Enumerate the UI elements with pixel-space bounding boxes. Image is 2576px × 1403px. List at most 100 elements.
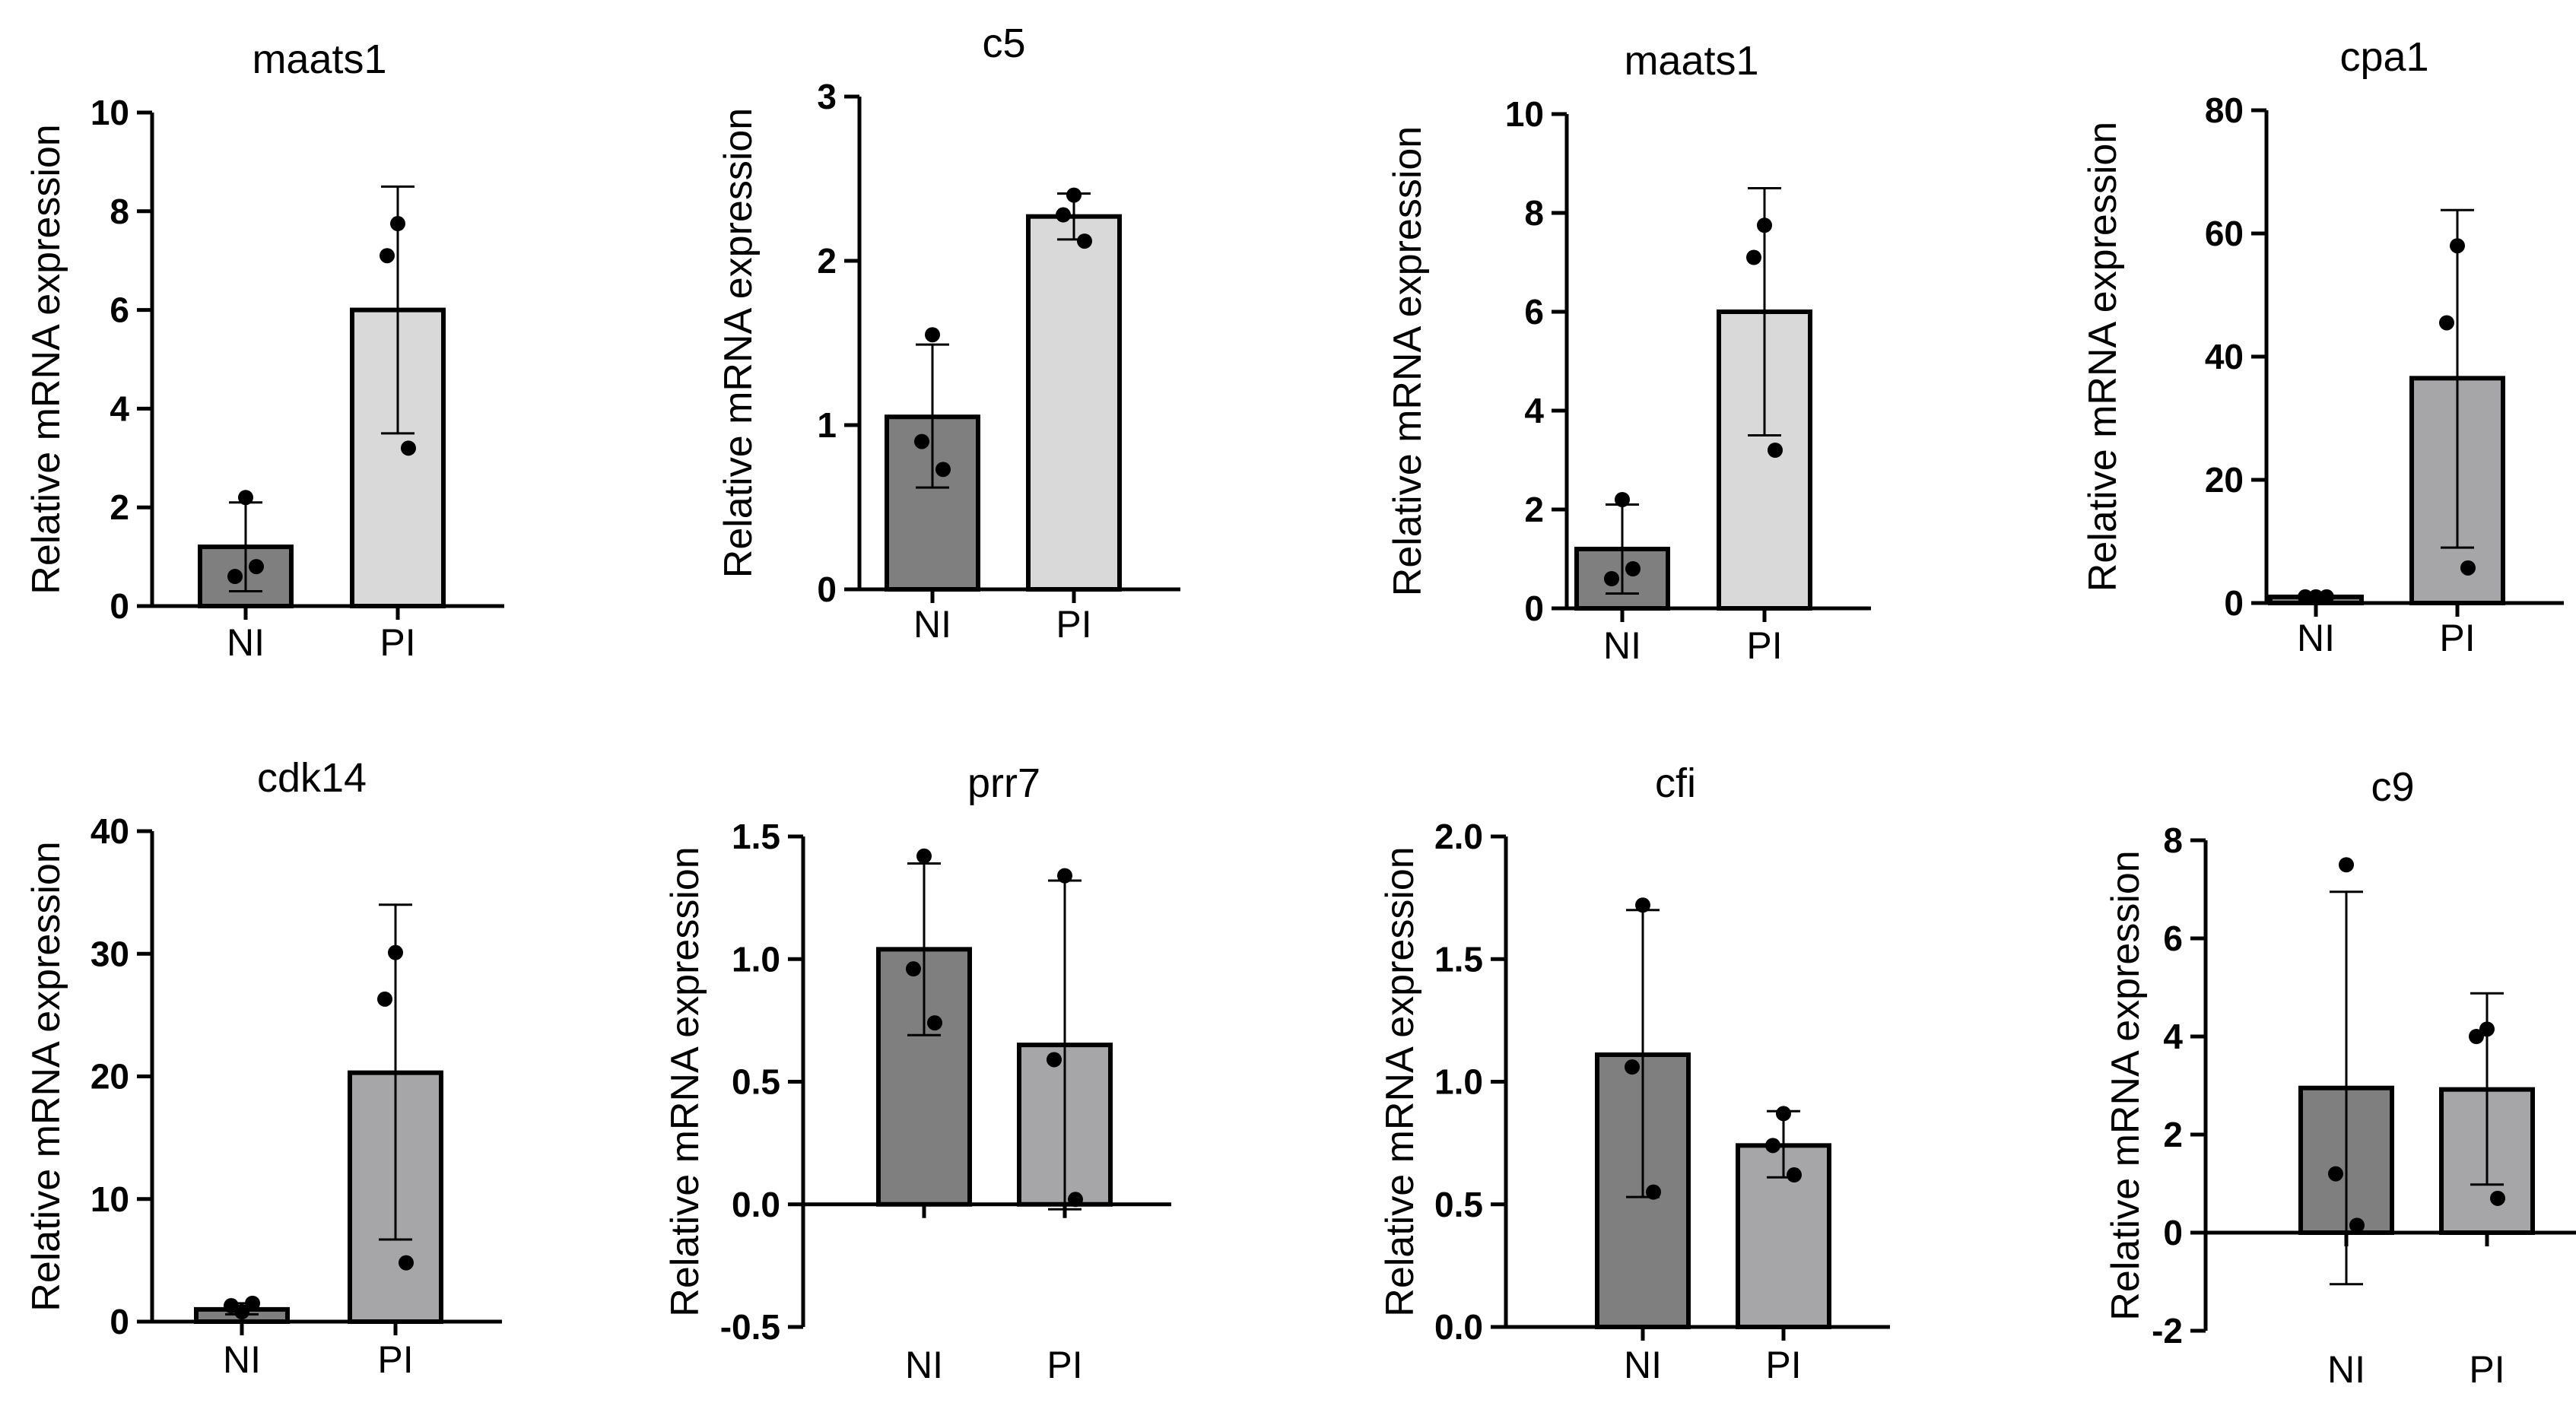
chart-title: c9 [2371, 764, 2414, 810]
chart-panel-cpa1: cpa1 Relative mRNA expression 0 20 40 60 80 NI P… [2081, 34, 2564, 659]
data-point [1765, 1138, 1780, 1154]
chart-title: cpa1 [2339, 34, 2428, 80]
y-tick-label: 10 [1505, 94, 1544, 134]
y-tick-label: 40 [91, 811, 129, 851]
data-point [2328, 1166, 2343, 1182]
x-category-label: NI [905, 1344, 943, 1386]
data-point [1057, 868, 1072, 884]
chart-panel-maats1: maats1 Relative mRNA expression 0 2 4 6 8 10 NI P… [24, 37, 504, 664]
y-tick-label: 0 [110, 1302, 129, 1341]
data-point [2319, 589, 2334, 605]
data-point [227, 569, 243, 585]
data-point [927, 1015, 942, 1031]
y-tick-label: 0.0 [1434, 1307, 1483, 1347]
x-category-label: PI [1765, 1344, 1801, 1386]
x-category-label: PI [377, 1338, 413, 1381]
y-tick-label: 0.5 [1434, 1185, 1483, 1224]
data-point [2490, 1190, 2505, 1206]
data-point [1625, 1059, 1640, 1075]
y-tick-label: 0.5 [732, 1062, 780, 1102]
x-category-label: PI [1047, 1344, 1082, 1386]
data-point [2339, 857, 2354, 873]
y-tick-label: 4 [110, 389, 129, 428]
data-point [224, 1298, 239, 1314]
data-point [2349, 1217, 2365, 1233]
data-point [390, 216, 405, 232]
x-category-label: NI [223, 1338, 261, 1381]
chart-title: cdk14 [257, 755, 367, 801]
y-tick-label: 20 [2205, 460, 2244, 500]
x-category-label: NI [1603, 624, 1641, 667]
data-point [1047, 1052, 1062, 1068]
y-tick-label: 6 [110, 290, 129, 330]
y-tick-label: 0 [2163, 1213, 2183, 1252]
data-point [1635, 897, 1650, 913]
y-tick-label: 0.0 [732, 1185, 780, 1224]
y-tick-label: 2 [2163, 1115, 2183, 1154]
chart-title: c5 [982, 21, 1025, 66]
y-tick-label: 3 [817, 77, 837, 116]
data-point [2450, 238, 2465, 254]
x-category-label: PI [2439, 617, 2475, 659]
chart-title: cfi [1655, 760, 1696, 806]
x-category-label: PI [1056, 603, 1091, 646]
data-point [399, 1255, 414, 1271]
data-point [1757, 217, 1772, 233]
data-point [2460, 560, 2476, 576]
data-point [925, 327, 940, 343]
y-tick-label: 6 [1524, 292, 1544, 332]
chart-panel-cdk14: cdk14 Relative mRNA expression 0 10 20 30 40 NI… [24, 755, 502, 1381]
y-tick-label: 10 [91, 1179, 129, 1219]
y-axis-label: Relative mRNA expression [2081, 122, 2125, 592]
data-point [1776, 1106, 1791, 1122]
x-category-label: NI [1624, 1344, 1662, 1386]
y-tick-label: 4 [2163, 1017, 2183, 1056]
data-point [1646, 1184, 1661, 1200]
y-tick-label: -0.5 [720, 1307, 780, 1347]
data-point [1068, 1192, 1083, 1208]
y-tick-label: 10 [91, 93, 129, 132]
data-point [1746, 249, 1761, 265]
data-point [1604, 571, 1619, 586]
y-axis-label: Relative mRNA expression [1386, 126, 1430, 596]
data-point [245, 1295, 260, 1311]
data-point [935, 462, 951, 478]
y-tick-label: 80 [2205, 90, 2244, 130]
bar-PI [1026, 214, 1122, 592]
x-category-label: PI [1746, 624, 1782, 667]
data-point [906, 961, 921, 977]
chart-panel-prr7: prr7 Relative mRNA expression -0.5 0.0 0.5 1.… [663, 760, 1171, 1386]
y-tick-label: 1.0 [1434, 1062, 1483, 1102]
chart-title: prr7 [967, 760, 1040, 806]
y-tick-label: 2.0 [1434, 817, 1483, 856]
data-point [1768, 443, 1783, 458]
y-tick-label: 20 [91, 1057, 129, 1097]
chart-title: maats1 [252, 37, 386, 82]
y-tick-label: 8 [2163, 821, 2183, 860]
data-point [1056, 207, 1071, 223]
y-tick-label: 0 [817, 570, 837, 609]
y-tick-label: 1.0 [732, 939, 780, 979]
data-point [388, 944, 403, 960]
data-point [916, 848, 932, 864]
chart-panel-c5: c5 Relative mRNA expression 0 1 2 3 NI PI [716, 21, 1180, 646]
y-axis-label: Relative mRNA expression [716, 108, 761, 578]
y-tick-label: 1 [817, 405, 837, 445]
y-tick-label: 0 [110, 586, 129, 626]
x-category-label: PI [2469, 1348, 2505, 1391]
chart-panel-maats1: maats1 Relative mRNA expression 0 2 4 6 8 10 NI P… [1386, 38, 1871, 667]
y-axis-label: Relative mRNA expression [663, 846, 707, 1316]
data-point [1787, 1167, 1802, 1183]
data-point [2469, 1029, 2484, 1044]
y-tick-label: 1.5 [732, 817, 780, 856]
y-tick-label: 6 [2163, 919, 2183, 958]
y-tick-label: 8 [1524, 193, 1544, 233]
y-tick-label: 4 [1524, 391, 1544, 430]
x-category-label: NI [913, 603, 951, 646]
y-axis-label: Relative mRNA expression [24, 124, 68, 594]
data-point [238, 490, 253, 506]
y-tick-label: 2 [817, 241, 837, 281]
data-point [914, 433, 929, 449]
data-point [2479, 1021, 2495, 1037]
